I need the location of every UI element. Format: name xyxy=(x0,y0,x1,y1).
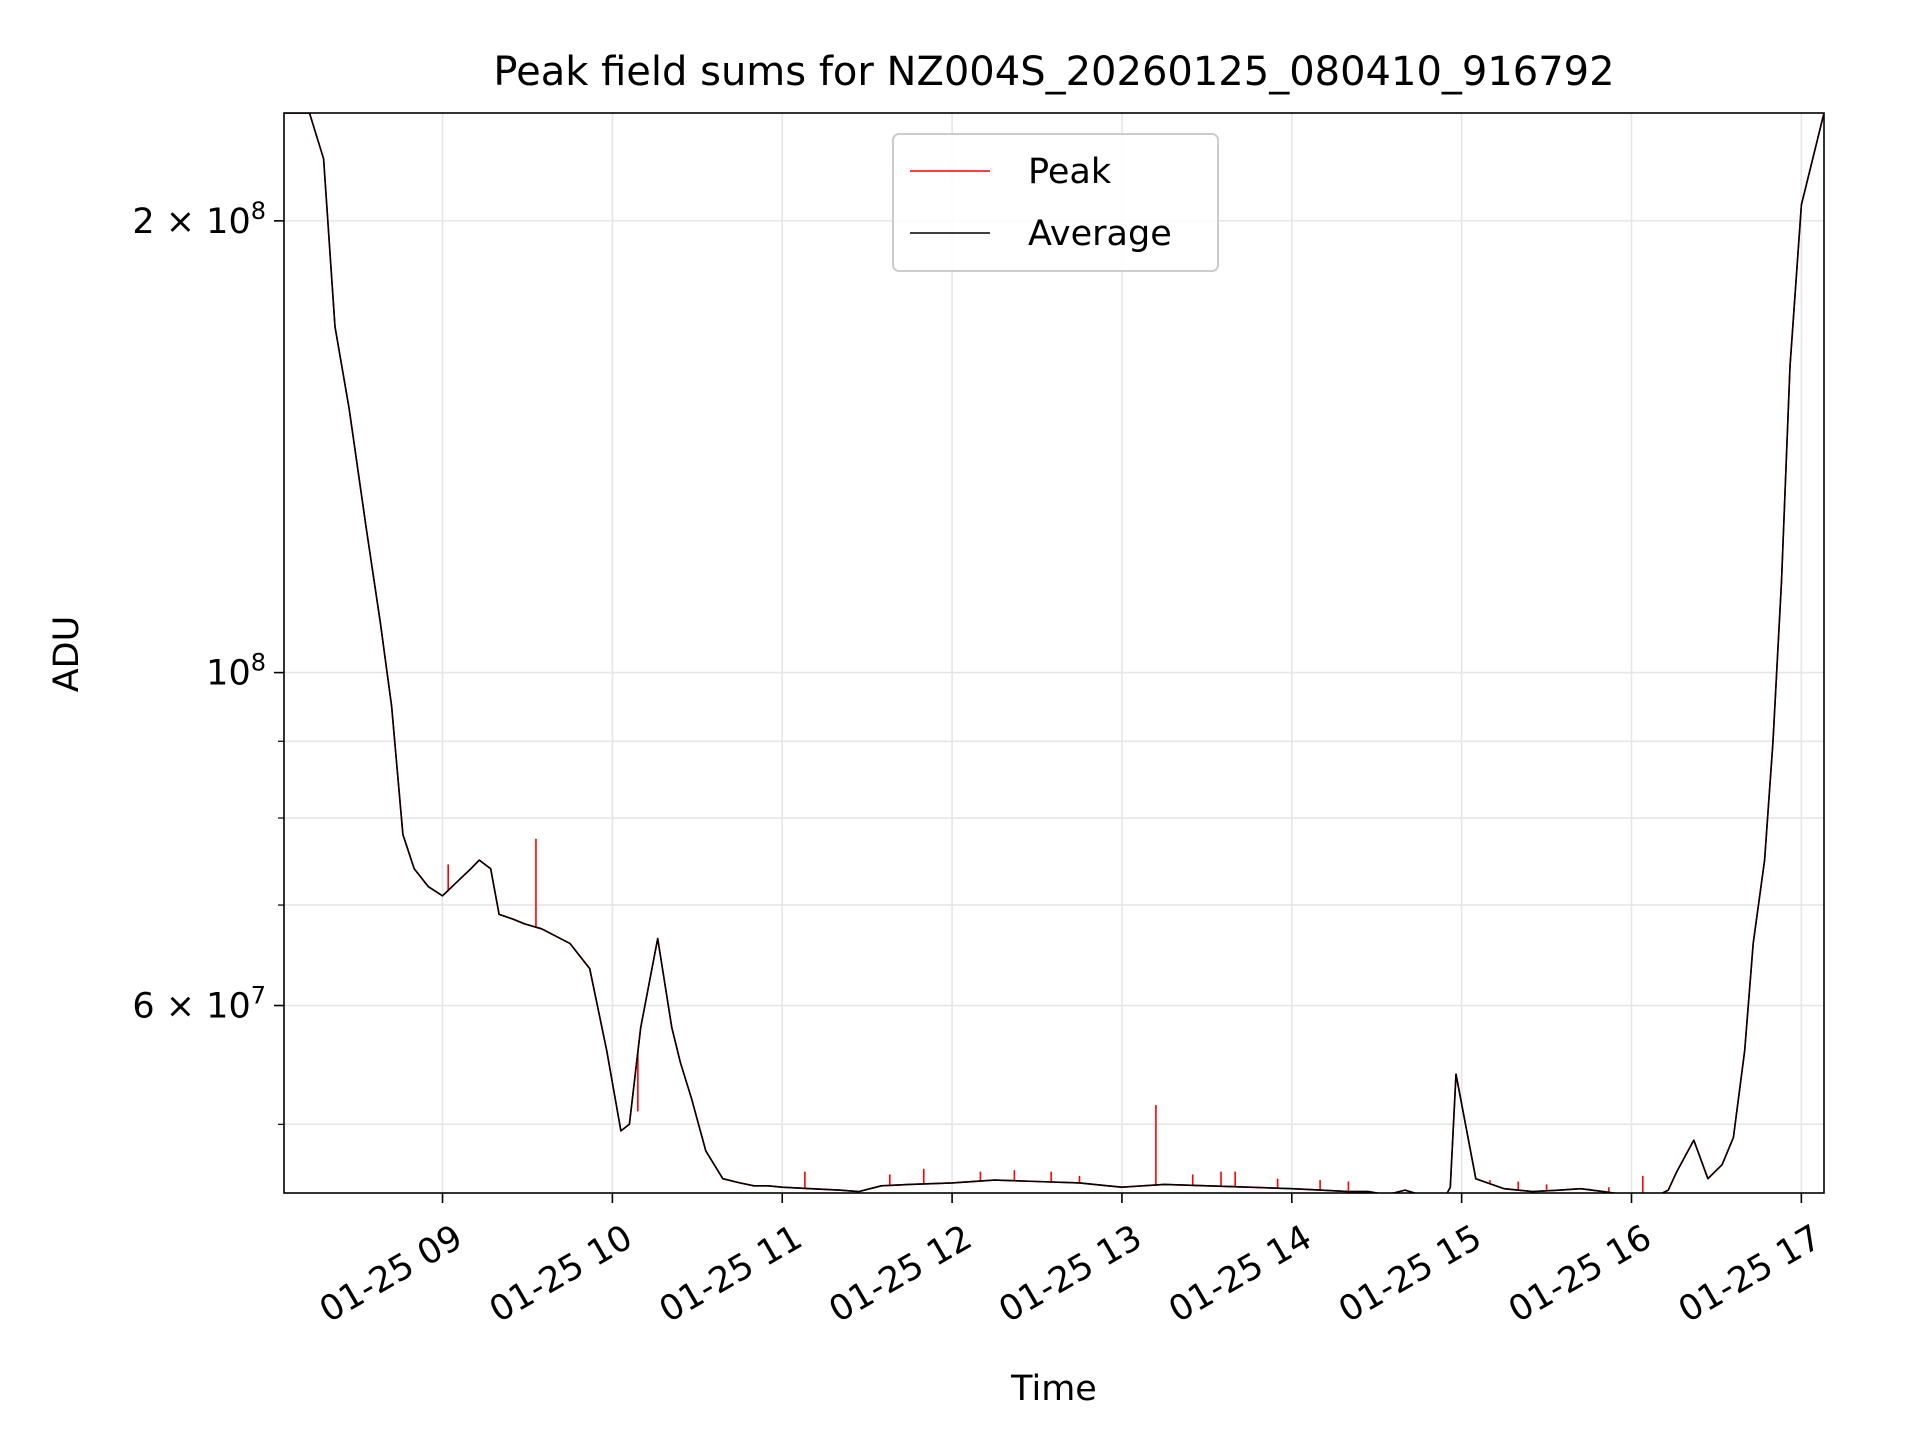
y-axis: 2 × 108 108 6 × 107 xyxy=(132,197,284,1125)
x-tick-label: 01-25 10 xyxy=(483,1218,639,1331)
series-line-peak xyxy=(284,113,1824,1193)
y-tick-label: 6 × 107 xyxy=(132,982,266,1027)
plot-area xyxy=(284,113,1824,1193)
legend: Peak Average xyxy=(892,133,1219,272)
legend-label-average: Average xyxy=(1028,214,1172,254)
axes-frame xyxy=(283,112,1825,1194)
grid xyxy=(284,113,1824,1193)
y-axis-label: ADU xyxy=(47,616,87,693)
x-tick-label: 01-25 11 xyxy=(653,1218,809,1331)
x-tick-label: 01-25 16 xyxy=(1502,1218,1658,1331)
x-axis-label: Time xyxy=(1010,1369,1097,1409)
x-tick-label: 01-25 09 xyxy=(313,1218,469,1331)
x-tick-label: 01-25 12 xyxy=(823,1218,979,1331)
y-tick-label: 2 × 108 xyxy=(132,197,266,242)
chart-title: Peak field sums for NZ004S_20260125_0804… xyxy=(493,49,1614,95)
legend-label-peak: Peak xyxy=(1028,152,1112,192)
x-tick-label: 01-25 15 xyxy=(1332,1218,1488,1331)
x-axis: 01-25 09 01-25 10 01-25 11 01-25 12 01-25 13… xyxy=(313,1193,1828,1331)
legend-box xyxy=(892,133,1219,272)
series-line-average xyxy=(284,113,1824,1193)
x-tick-label: 01-25 17 xyxy=(1672,1218,1828,1331)
y-tick-label: 108 xyxy=(206,649,266,694)
x-tick-label: 01-25 14 xyxy=(1162,1218,1318,1331)
x-tick-label: 01-25 13 xyxy=(993,1218,1149,1331)
